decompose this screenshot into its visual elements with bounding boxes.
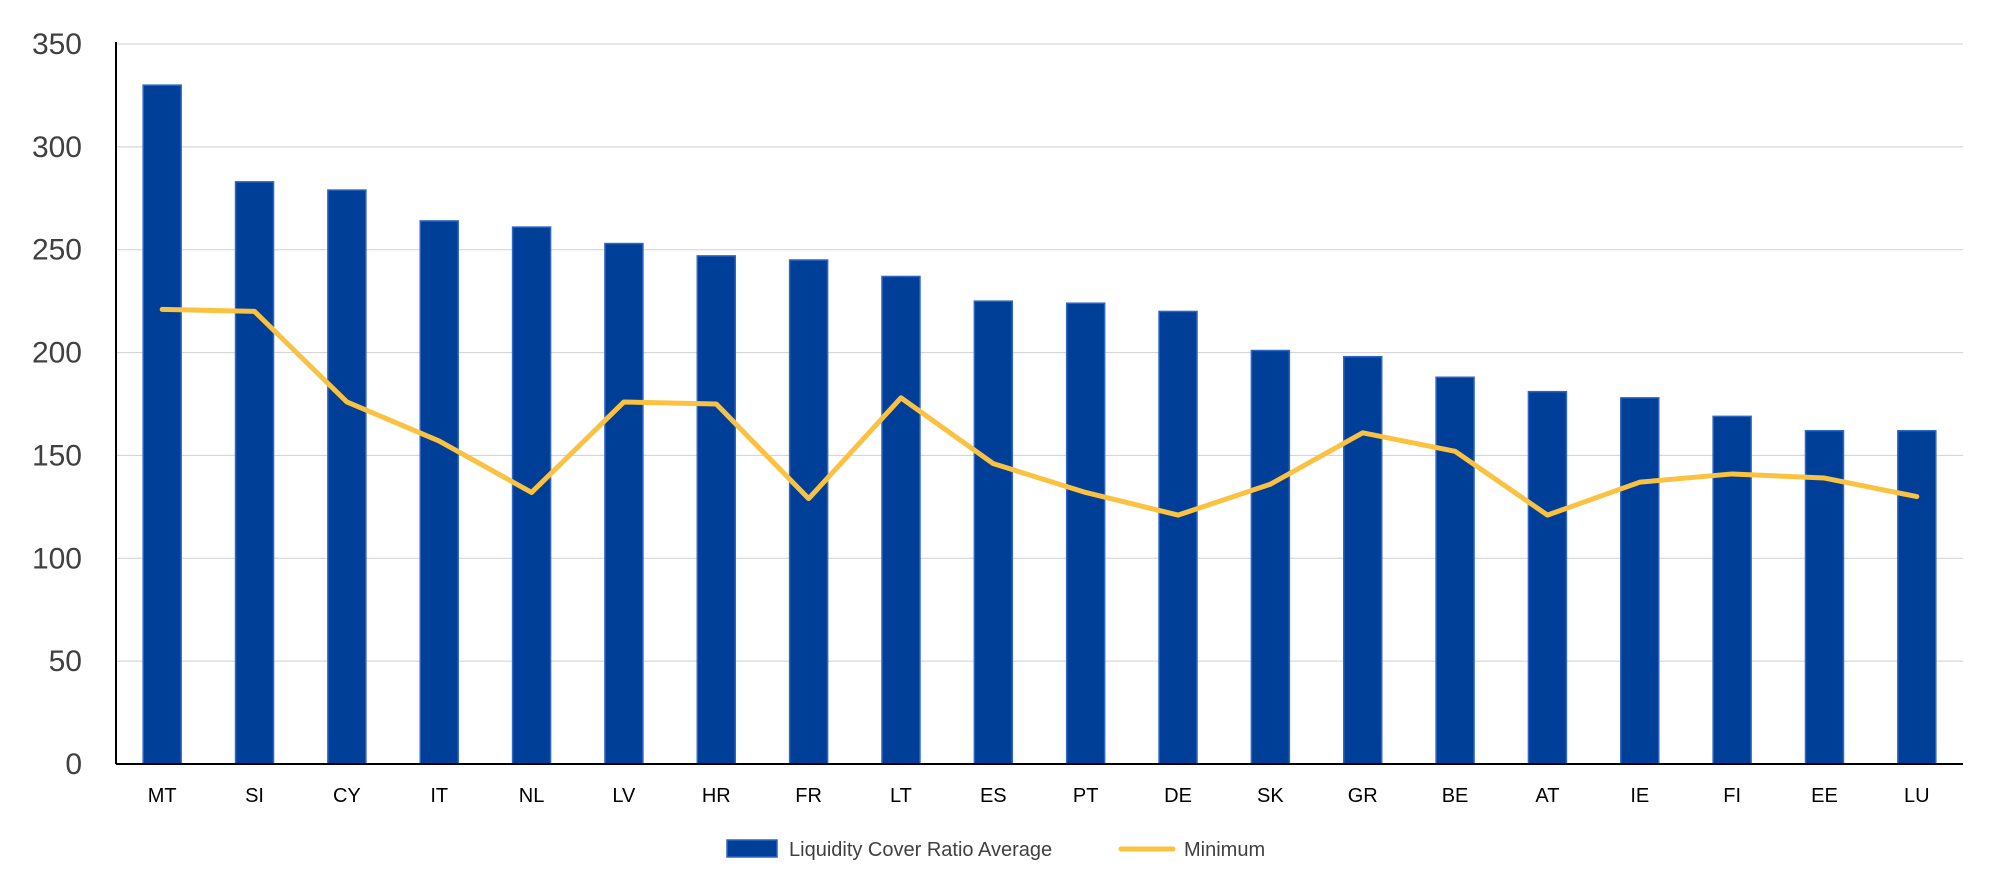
x-tick-label-ie: IE: [1630, 785, 1649, 807]
bar-lt: [881, 275, 921, 765]
bar-be: [1435, 376, 1475, 765]
y-tick-label: 50: [49, 645, 82, 678]
bar-mt: [142, 84, 182, 765]
y-tick-label: 150: [32, 439, 82, 472]
x-tick-label-si: SI: [245, 785, 264, 807]
y-axis-tick-labels: 0 50 100 150 200 250 300 350: [32, 28, 82, 781]
bar-lu: [1897, 429, 1937, 765]
x-tick-label-fr: FR: [795, 785, 822, 807]
x-tick-label-ee: EE: [1811, 785, 1838, 807]
x-tick-label-fi: FI: [1723, 785, 1741, 807]
bar-sk: [1250, 349, 1291, 765]
y-tick-label: 300: [32, 131, 82, 164]
y-tick-label: 0: [65, 748, 82, 781]
x-tick-label-be: BE: [1442, 785, 1469, 807]
legend-item-line: Minimum: [1118, 839, 1265, 861]
x-tick-label-es: ES: [980, 785, 1007, 807]
minimum-line: [159, 306, 1920, 518]
x-tick-label-nl: NL: [519, 785, 545, 807]
y-tick-label: 100: [32, 542, 82, 575]
bar-at: [1527, 390, 1568, 765]
x-tick-label-it: IT: [430, 785, 448, 807]
x-tick-label-sk: SK: [1257, 785, 1284, 807]
axes: [115, 42, 1963, 765]
x-tick-label-pt: PT: [1073, 785, 1099, 807]
x-tick-label-lu: LU: [1904, 785, 1930, 807]
legend-label-line: Minimum: [1184, 839, 1265, 861]
x-tick-label-de: DE: [1164, 785, 1192, 807]
bar-it: [419, 220, 459, 765]
grid-lines: [116, 43, 1963, 662]
x-axis-tick-labels: MT SI CY IT NL LV HR FR LT ES PT DE SK GR BE AT IE FI EE LU: [148, 785, 1930, 807]
legend-swatch-bar: [726, 839, 778, 858]
y-tick-label: 250: [32, 234, 82, 267]
bar-hr: [696, 255, 737, 765]
x-tick-label-lt: LT: [890, 785, 912, 807]
x-tick-label-at: AT: [1535, 785, 1559, 807]
legend-item-bar: Liquidity Cover Ratio Average: [726, 839, 1052, 861]
legend-label-bar: Liquidity Cover Ratio Average: [789, 839, 1052, 861]
bar-si: [234, 181, 275, 765]
y-tick-label: 200: [32, 337, 82, 370]
bar-nl: [511, 226, 552, 765]
x-tick-label-hr: HR: [702, 785, 731, 807]
y-tick-label: 350: [32, 28, 82, 61]
bar-gr: [1342, 355, 1383, 765]
x-tick-label-lv: LV: [612, 785, 636, 807]
x-tick-label-cy: CY: [333, 785, 361, 807]
bar-pt: [1065, 302, 1106, 765]
bar-de: [1158, 310, 1198, 765]
bar-cy: [327, 189, 367, 765]
bar-ie: [1620, 397, 1660, 765]
bar-fi: [1712, 415, 1752, 765]
bar-es: [973, 300, 1014, 765]
legend: Liquidity Cover Ratio Average Minimum: [726, 839, 1265, 861]
x-tick-label-gr: GR: [1348, 785, 1378, 807]
bar-fr: [788, 259, 829, 765]
line-series: [159, 306, 1920, 518]
bar-series: [142, 84, 1937, 765]
x-tick-label-mt: MT: [148, 785, 177, 807]
bar-lv: [604, 242, 644, 765]
